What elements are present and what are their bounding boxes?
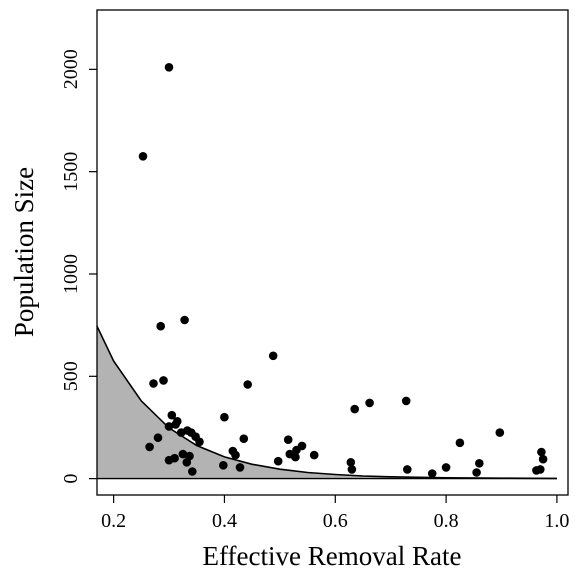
shaded-region: [97, 326, 557, 479]
data-point: [195, 437, 204, 447]
data-point: [346, 458, 356, 467]
data-points: [138, 63, 548, 478]
data-point: [472, 468, 481, 477]
data-point: [145, 442, 154, 452]
data-point: [291, 452, 300, 462]
data-point: [159, 376, 168, 385]
data-point: [273, 456, 283, 466]
data-point: [170, 453, 179, 463]
data-point: [167, 410, 177, 420]
data-point: [441, 463, 451, 472]
data-point: [268, 351, 278, 361]
data-point: [239, 434, 249, 444]
data-point: [365, 398, 374, 408]
y-tick-label: 500: [60, 361, 82, 391]
x-tick-label: 0.6: [323, 510, 348, 532]
data-point: [495, 428, 505, 437]
data-point: [283, 435, 293, 445]
data-point: [182, 458, 192, 467]
data-point: [173, 417, 182, 426]
x-axis: 0.2 0.4 0.6 0.8 1.0: [101, 495, 569, 532]
data-point: [156, 321, 165, 331]
x-axis-label: Effective Removal Rate: [203, 541, 462, 571]
y-tick-label: 0: [60, 474, 82, 484]
y-tick-label: 1000: [60, 254, 82, 294]
data-point: [164, 422, 174, 431]
y-axis-label: Population Size: [9, 167, 39, 337]
data-point: [149, 379, 158, 388]
data-point: [297, 441, 307, 451]
data-point: [538, 454, 548, 464]
x-tick-label: 0.2: [101, 510, 126, 532]
x-tick-label: 1.0: [544, 510, 569, 532]
data-point: [455, 438, 465, 448]
data-point: [347, 465, 357, 474]
data-point: [231, 450, 240, 460]
data-point: [164, 63, 174, 72]
data-point: [309, 450, 319, 460]
y-tick-label: 1500: [60, 152, 82, 192]
data-point: [475, 459, 484, 468]
data-point: [427, 469, 437, 478]
y-tick-label: 2000: [60, 49, 82, 89]
data-point: [178, 449, 188, 459]
data-point: [138, 152, 148, 161]
data-point: [220, 412, 229, 422]
data-point: [536, 465, 545, 474]
x-tick-label: 0.8: [434, 510, 459, 532]
data-point: [350, 404, 360, 414]
x-tick-label: 0.4: [212, 510, 237, 532]
data-point: [219, 461, 228, 470]
threshold-curve: [96, 325, 557, 480]
plot-frame: [96, 9, 569, 496]
data-point: [403, 465, 412, 474]
data-point: [188, 467, 197, 476]
data-point: [537, 447, 546, 457]
data-point: [180, 315, 189, 325]
data-point: [235, 463, 245, 472]
data-point: [243, 380, 252, 389]
y-axis: 0 500 1000 1500 2000: [60, 49, 97, 484]
data-point: [153, 433, 163, 443]
data-point: [401, 396, 411, 406]
